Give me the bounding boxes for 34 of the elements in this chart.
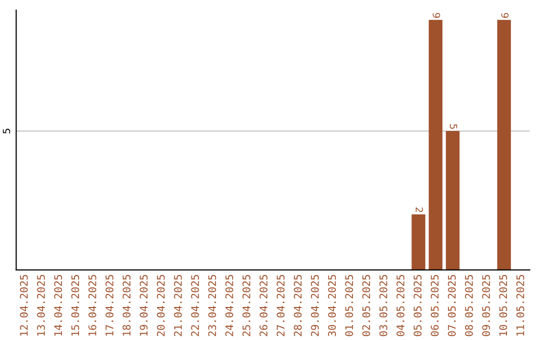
x-tick-label: 18.04.2025 — [122, 274, 131, 336]
x-tick-label: 30.04.2025 — [328, 274, 336, 336]
x-tick-label: 14.04.2025 — [54, 274, 62, 336]
x-tick-label: 08.05.2025 — [465, 274, 473, 336]
x-tick-label: 22.04.2025 — [191, 274, 199, 336]
x-tick-label: 04.05.2025 — [396, 274, 404, 336]
x-tick-label: 21.04.2025 — [174, 274, 182, 336]
x-tick-label: 06.05.2025 — [430, 274, 439, 336]
x-tick-label: 29.04.2025 — [310, 274, 319, 336]
x-tick-label: 17.04.2025 — [106, 274, 114, 336]
x-tick-label: 13.04.2025 — [37, 274, 45, 336]
x-tick-label: 24.04.2025 — [225, 274, 234, 336]
x-tick-label: 27.04.2025 — [276, 274, 285, 336]
x-tick-label: 23.04.2025 — [208, 274, 216, 336]
x-tick-label: 20.04.2025 — [156, 274, 165, 336]
x-tick-label: 28.04.2025 — [294, 274, 302, 336]
data-label: 2 — [416, 208, 424, 212]
x-tick-label: 11.05.2025 — [516, 274, 524, 336]
x-tick-label: 25.04.2025 — [242, 274, 250, 336]
x-tick-label: 01.05.2025 — [345, 274, 354, 336]
x-tick-label: 10.05.2025 — [499, 274, 508, 336]
data-label: 5 — [450, 124, 458, 129]
data-label: 9 — [501, 12, 509, 18]
x-tick-label: 19.04.2025 — [140, 274, 148, 336]
x-tick-label: 15.04.2025 — [71, 274, 80, 336]
x-tick-label: 12.04.2025 — [20, 274, 28, 336]
x-tick-label: 09.05.2025 — [482, 274, 490, 336]
x-tick-label: 05.05.2025 — [414, 274, 422, 336]
x-tick-label: 07.05.2025 — [448, 274, 456, 336]
data-label: 9 — [432, 12, 440, 18]
x-tick-label: 16.04.2025 — [88, 274, 96, 336]
x-tick-label: 03.05.2025 — [379, 274, 388, 336]
x-tick-label: 02.05.2025 — [362, 274, 370, 336]
x-tick-label: 26.04.2025 — [260, 274, 268, 336]
